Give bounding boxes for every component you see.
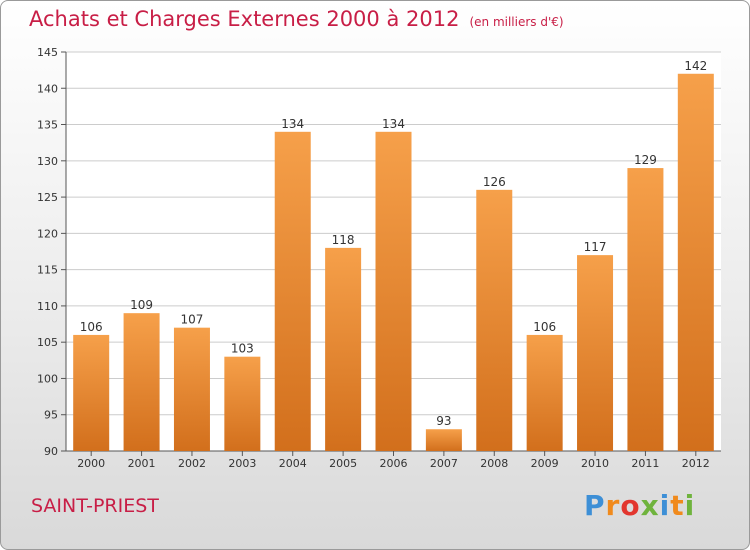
y-tick-label: 90 bbox=[44, 445, 58, 458]
bar bbox=[325, 247, 362, 451]
proxiti-logo[interactable]: Proxiti bbox=[584, 489, 695, 522]
bar bbox=[577, 255, 614, 451]
y-tick-label: 130 bbox=[37, 155, 58, 168]
bar-value-label: 134 bbox=[281, 117, 304, 131]
bar bbox=[73, 334, 110, 451]
y-tick-label: 100 bbox=[37, 372, 58, 385]
bar bbox=[526, 334, 563, 451]
y-tick-label: 120 bbox=[37, 227, 58, 240]
logo-letter: t bbox=[670, 489, 685, 522]
y-tick-label: 145 bbox=[37, 46, 58, 59]
x-tick-label: 2007 bbox=[430, 457, 458, 470]
bar bbox=[425, 429, 462, 451]
unit-note: (en milliers d'€) bbox=[469, 15, 564, 29]
bar-value-label: 106 bbox=[533, 320, 556, 334]
bar bbox=[224, 356, 261, 451]
bar-value-label: 142 bbox=[684, 59, 707, 73]
x-tick-label: 2011 bbox=[631, 457, 659, 470]
bar bbox=[677, 73, 714, 451]
x-tick-label: 2008 bbox=[480, 457, 508, 470]
bar bbox=[375, 131, 412, 452]
bar bbox=[123, 313, 160, 451]
commune-name: SAINT-PRIEST bbox=[31, 495, 159, 517]
y-tick-label: 110 bbox=[37, 300, 58, 313]
bar-value-label: 117 bbox=[584, 240, 607, 254]
bar-value-label: 103 bbox=[231, 342, 254, 356]
x-tick-label: 2012 bbox=[682, 457, 710, 470]
x-tick-label: 2004 bbox=[279, 457, 307, 470]
logo-letter: P bbox=[584, 489, 606, 522]
bar bbox=[476, 189, 513, 451]
bar-value-label: 106 bbox=[80, 320, 103, 334]
logo-letter: x bbox=[640, 489, 660, 522]
bar-value-label: 126 bbox=[483, 175, 506, 189]
x-tick-label: 2003 bbox=[228, 457, 256, 470]
x-tick-label: 2002 bbox=[178, 457, 206, 470]
bar-value-label: 109 bbox=[130, 298, 153, 312]
logo-letter: i bbox=[684, 489, 696, 522]
x-tick-label: 2005 bbox=[329, 457, 357, 470]
x-tick-label: 2010 bbox=[581, 457, 609, 470]
logo-letter: i bbox=[659, 489, 671, 522]
y-tick-label: 125 bbox=[37, 191, 58, 204]
x-tick-label: 2000 bbox=[77, 457, 105, 470]
bar-value-label: 129 bbox=[634, 153, 657, 167]
chart-title: Achats et Charges Externes 2000 à 2012 (e… bbox=[29, 7, 564, 31]
x-tick-label: 2009 bbox=[531, 457, 559, 470]
logo-letter: o bbox=[620, 489, 641, 522]
x-tick-label: 2006 bbox=[380, 457, 408, 470]
bar-value-label: 93 bbox=[436, 414, 451, 428]
bar bbox=[173, 327, 210, 451]
x-tick-label: 2001 bbox=[128, 457, 156, 470]
y-tick-label: 105 bbox=[37, 336, 58, 349]
bar bbox=[274, 131, 311, 452]
bar-value-label: 107 bbox=[181, 313, 204, 327]
chart-title-text: Achats et Charges Externes 2000 à 2012 bbox=[29, 7, 460, 31]
y-tick-label: 140 bbox=[37, 82, 58, 95]
bar-value-label: 118 bbox=[332, 233, 355, 247]
bar-value-label: 134 bbox=[382, 117, 405, 131]
y-tick-label: 135 bbox=[37, 119, 58, 132]
y-tick-label: 115 bbox=[37, 264, 58, 277]
y-tick-label: 95 bbox=[44, 409, 58, 422]
logo-letter: r bbox=[605, 489, 621, 522]
bar bbox=[627, 168, 664, 451]
